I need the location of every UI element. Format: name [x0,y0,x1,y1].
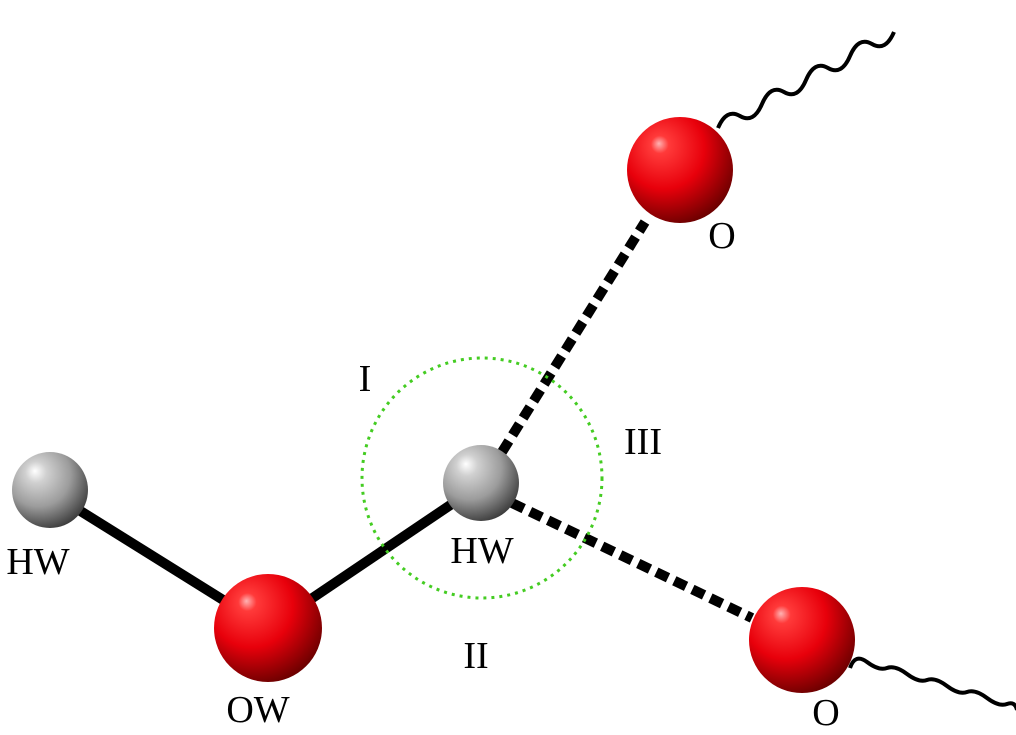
wavy-tail-bottom [848,656,1016,711]
oxygen-atom-bottom [749,587,855,693]
hydrogen-bond-top [497,219,650,455]
selection-circle [360,356,604,600]
oxygen-atom-top [627,117,733,223]
label-hw-center: HW [450,530,513,572]
wavy-tail-top [716,31,896,129]
hydrogen-bond-bottom [509,498,755,623]
hydrogen-atom-center [443,445,519,521]
label-ow: OW [226,689,289,730]
oxygen-atom-ow [214,574,322,682]
label-o-top: O [708,215,735,257]
label-o-bottom: O [812,692,839,730]
label-region-ii: II [463,635,488,677]
hydrogen-atom-left [12,452,88,528]
label-region-iii: III [624,421,662,463]
label-region-i: I [359,358,372,400]
label-hw-left: HW [6,541,69,583]
